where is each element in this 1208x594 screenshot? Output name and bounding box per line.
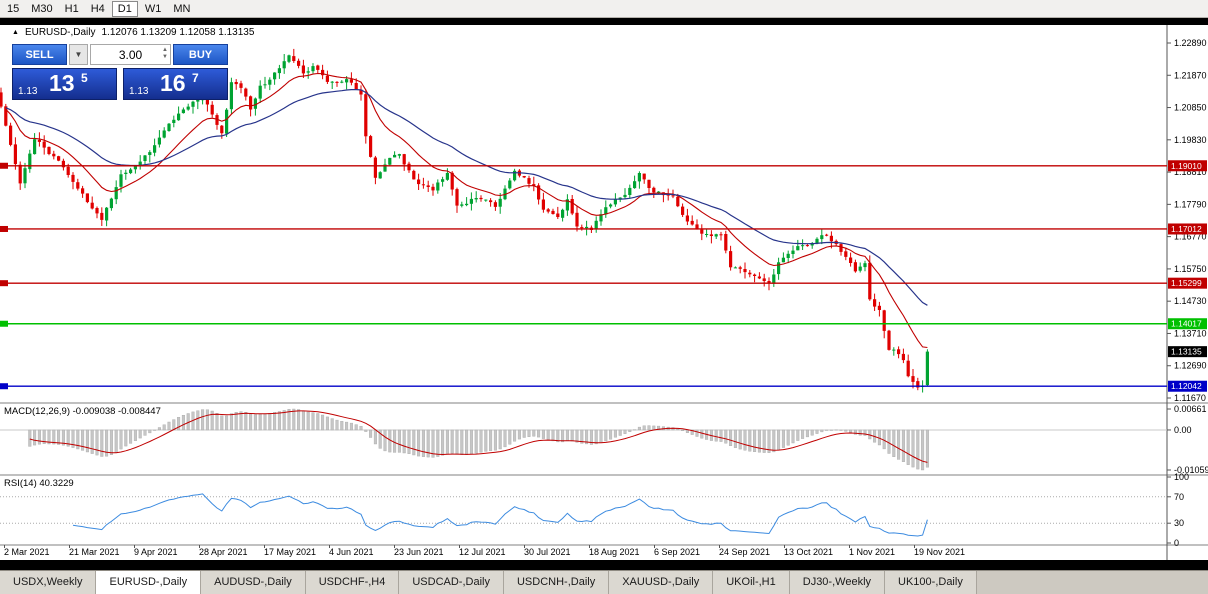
svg-text:6 Sep 2021: 6 Sep 2021 (654, 547, 700, 557)
buy-price-point: 7 (192, 71, 199, 85)
svg-text:28 Apr 2021: 28 Apr 2021 (199, 547, 248, 557)
buy-price-display[interactable]: 1.13 16 7 (123, 68, 228, 100)
price-scale[interactable] (1167, 42, 1171, 399)
time-axis[interactable] (4, 545, 915, 548)
sell-price-pips: 13 (49, 70, 75, 96)
chart-symbol-label: EURUSD-,Daily (24, 27, 96, 38)
svg-text:1.20850: 1.20850 (1174, 103, 1207, 113)
sell-price-point: 5 (81, 71, 88, 85)
svg-text:0.00661: 0.00661 (1174, 404, 1207, 414)
one-click-trading-panel: SELL ▼ 3.00 ▲ ▼ BUY 1.13 13 5 1.13 16 (12, 44, 228, 100)
svg-text:1.21870: 1.21870 (1174, 70, 1207, 80)
volume-value: 3.00 (118, 47, 143, 62)
svg-text:1.11670: 1.11670 (1174, 393, 1206, 403)
svg-text:1.19010: 1.19010 (1171, 161, 1202, 171)
timeframe-button-M30[interactable]: M30 (31, 2, 53, 15)
svg-text:19 Nov 2021: 19 Nov 2021 (914, 547, 965, 557)
svg-text:1.18810: 1.18810 (1174, 167, 1207, 177)
svg-text:4 Jun 2021: 4 Jun 2021 (329, 547, 374, 557)
svg-text:1.12690: 1.12690 (1174, 361, 1207, 371)
volume-input[interactable]: 3.00 ▲ ▼ (90, 44, 171, 65)
svg-text:1 Nov 2021: 1 Nov 2021 (849, 547, 895, 557)
ma-slow-line (5, 89, 928, 306)
svg-text:30 Jul 2021: 30 Jul 2021 (524, 547, 571, 557)
svg-text:1.14017: 1.14017 (1171, 319, 1202, 329)
chart-tab-dj30-weekly[interactable]: DJ30-,Weekly (789, 571, 886, 594)
chevron-down-icon: ▼ (74, 50, 83, 59)
macd-signal-line (29, 410, 928, 463)
svg-text:24 Sep 2021: 24 Sep 2021 (719, 547, 770, 557)
svg-text:1.13135: 1.13135 (1171, 347, 1202, 357)
svg-text:-0.01059: -0.01059 (1174, 465, 1208, 475)
svg-text:18 Aug 2021: 18 Aug 2021 (589, 547, 640, 557)
svg-text:1.17012: 1.17012 (1171, 224, 1202, 234)
timeframe-button-MN[interactable]: MN (173, 2, 191, 15)
svg-text:0: 0 (1174, 538, 1179, 548)
svg-text:23 Jun 2021: 23 Jun 2021 (394, 547, 444, 557)
chart-tab-xauusd-daily[interactable]: XAUUSD-,Daily (609, 571, 714, 594)
stepper-down-icon[interactable]: ▼ (162, 54, 168, 60)
svg-text:RSI(14) 40.3229: RSI(14) 40.3229 (4, 478, 74, 489)
macd-histogram (28, 408, 929, 471)
svg-text:100: 100 (1174, 472, 1189, 482)
chart-tab-usdcad-daily[interactable]: USDCAD-,Daily (399, 571, 504, 594)
ma-fast-line (5, 72, 928, 349)
timeframe-button-15[interactable]: 15 (7, 2, 20, 15)
chart-title: ▲ EURUSD-,Daily 1.12076 1.13209 1.12058 … (12, 27, 254, 38)
timeframe-button-H4[interactable]: H4 (90, 2, 105, 15)
svg-text:1.22890: 1.22890 (1174, 38, 1207, 48)
svg-text:1.13710: 1.13710 (1174, 328, 1207, 338)
rsi-line (72, 493, 928, 537)
svg-text:1.19830: 1.19830 (1174, 135, 1207, 145)
svg-text:17 May 2021: 17 May 2021 (264, 547, 316, 557)
chart-tab-eurusd-daily[interactable]: EURUSD-,Daily (96, 571, 202, 594)
svg-text:13 Oct 2021: 13 Oct 2021 (784, 547, 833, 557)
svg-text:2 Mar 2021: 2 Mar 2021 (4, 547, 50, 557)
svg-text:1.14730: 1.14730 (1174, 296, 1207, 306)
chart-ohlc-values: 1.12076 1.13209 1.12058 1.13135 (101, 27, 255, 38)
svg-text:70: 70 (1174, 492, 1184, 502)
chart-tab-usdchf-h4[interactable]: USDCHF-,H4 (305, 571, 400, 594)
sell-price-display[interactable]: 1.13 13 5 (12, 68, 117, 100)
buy-price-pips: 16 (160, 70, 186, 96)
chart-tab-uk100-daily[interactable]: UK100-,Daily (885, 571, 977, 594)
chart-tab-ukoil-h1[interactable]: UKOil-,H1 (713, 571, 790, 594)
timeframe-button-D1[interactable]: D1 (111, 0, 138, 17)
svg-text:1.15750: 1.15750 (1174, 264, 1207, 274)
symbol-arrow-icon: ▲ (12, 28, 19, 36)
chart-tab-usdx-weekly[interactable]: USDX,Weekly (0, 571, 97, 594)
svg-text:30: 30 (1174, 518, 1184, 528)
chart-tabs-bar: USDX,Weekly EURUSD-,Daily AUDUSD-,Daily USD… (0, 570, 1208, 594)
svg-text:1.12042: 1.12042 (1171, 381, 1202, 391)
svg-text:12 Jul 2021: 12 Jul 2021 (459, 547, 506, 557)
svg-text:21 Mar 2021: 21 Mar 2021 (69, 547, 120, 557)
stepper-up-icon[interactable]: ▲ (162, 47, 168, 53)
svg-text:1.15299: 1.15299 (1171, 278, 1202, 288)
candles (0, 48, 929, 393)
sell-button[interactable]: SELL (12, 44, 67, 65)
timeframe-button-W1[interactable]: W1 (144, 2, 162, 15)
chart-tab-usdcnh-daily[interactable]: USDCNH-,Daily (503, 571, 610, 594)
buy-price-prefix: 1.13 (129, 86, 149, 97)
svg-text:0.00: 0.00 (1174, 425, 1192, 435)
svg-text:1.16770: 1.16770 (1174, 232, 1207, 242)
svg-text:MACD(12,26,9) -0.009038 -0.008: MACD(12,26,9) -0.009038 -0.008447 (4, 406, 161, 417)
sell-price-prefix: 1.13 (18, 86, 38, 97)
price-chart[interactable]: 1.22890 1.21870 1.20850 1.19830 1.18810 1.177… (0, 18, 1208, 570)
timeframe-toolbar: 15 M30 H1 H4 D1 W1 MN (0, 0, 1208, 18)
chart-window[interactable]: 1.22890 1.21870 1.20850 1.19830 1.18810 1.177… (0, 18, 1208, 570)
current-price-tag (1168, 346, 1207, 358)
timeframe-button-H1[interactable]: H1 (64, 2, 79, 15)
svg-text:9 Apr 2021: 9 Apr 2021 (134, 547, 178, 557)
chart-tab-audusd-daily[interactable]: AUDUSD-,Daily (201, 571, 306, 594)
volume-stepper[interactable]: ▲ ▼ (162, 47, 168, 61)
buy-button[interactable]: BUY (173, 44, 228, 65)
svg-text:1.17790: 1.17790 (1174, 199, 1207, 209)
volume-dropdown-button[interactable]: ▼ (69, 44, 88, 65)
